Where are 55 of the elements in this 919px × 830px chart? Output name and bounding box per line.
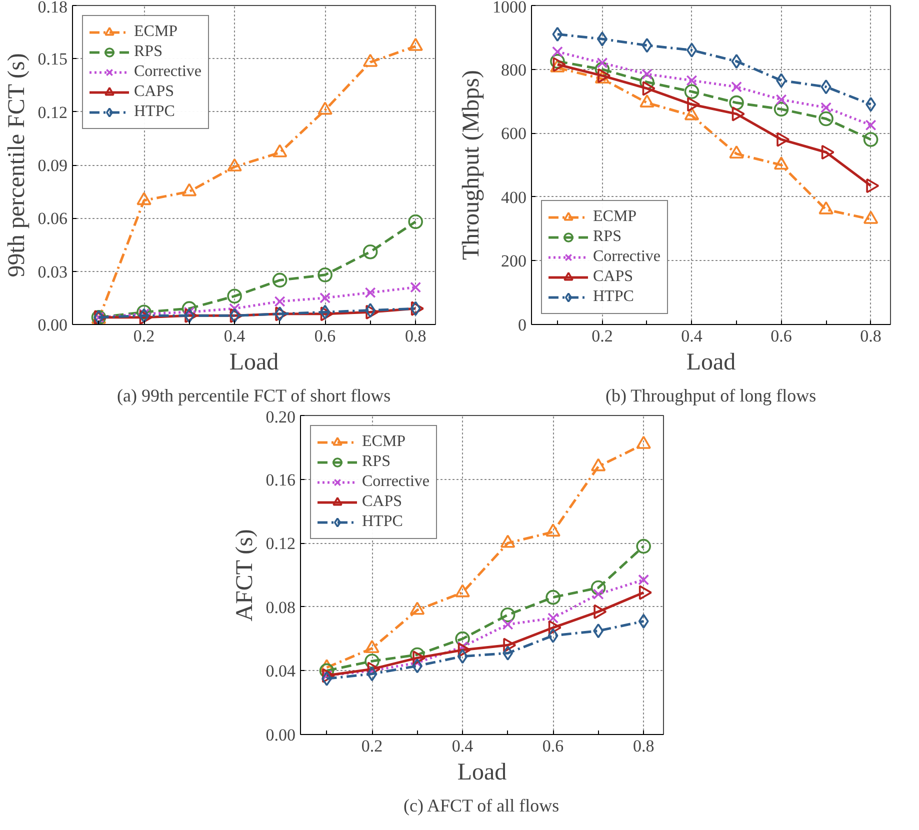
- x-tick-label: 0.4: [681, 326, 703, 346]
- legend-label: ECMP: [134, 23, 178, 41]
- y-tick-label: 0.04: [266, 662, 296, 681]
- y-tick-label: 0.00: [266, 726, 296, 744]
- y-tick-label: 800: [501, 60, 526, 80]
- y-tick-label: 0.03: [38, 262, 68, 282]
- legend-label: ECMP: [593, 208, 637, 226]
- legend-label: HTPC: [134, 103, 175, 121]
- y-tick-label: 0.16: [266, 470, 296, 490]
- text: (a) 99th percentile FCT of short flows: [117, 386, 391, 406]
- x-axis-title: Load: [457, 760, 507, 786]
- text: (c) AFCT of all flows: [404, 796, 560, 816]
- x-tick-label: 0.2: [133, 326, 155, 346]
- x-tick-label: 0.6: [770, 326, 792, 346]
- x-tick-label: 0.4: [452, 736, 474, 756]
- text: (b) Throughput of long flows: [606, 386, 816, 406]
- x-tick-label: 0.2: [592, 326, 613, 346]
- y-tick-label: 600: [501, 124, 526, 144]
- legend-label: HTPC: [593, 288, 634, 306]
- legend-label: CAPS: [362, 493, 402, 511]
- y-axis-title: 99th percentile FCT (s): [4, 53, 30, 278]
- x-tick-label: 0.6: [314, 326, 336, 346]
- y-tick-label: 0.08: [266, 598, 296, 617]
- legend-label: CAPS: [134, 83, 174, 101]
- y-tick-label: 200: [501, 252, 526, 271]
- legend-label: Corrective: [134, 63, 202, 81]
- legend-label: RPS: [134, 43, 162, 61]
- y-tick-label: 0.06: [38, 209, 68, 228]
- y-tick-label: 0.18: [38, 0, 68, 16]
- y-tick-label: 400: [501, 188, 526, 207]
- legend-label: HTPC: [362, 513, 403, 531]
- x-tick-label: 0.6: [542, 736, 564, 756]
- x-axis-title: Load: [686, 350, 736, 376]
- x-axis-title: Load: [229, 350, 279, 376]
- x-tick-label: 0.8: [632, 736, 654, 756]
- y-tick-label: 0.12: [38, 102, 68, 122]
- y-tick-label: 1000: [492, 0, 526, 16]
- x-tick-label: 0.8: [404, 326, 426, 346]
- y-tick-label: 0.00: [38, 316, 68, 334]
- y-axis-title: Throughput (Mbps): [458, 70, 484, 260]
- legend-label: Corrective: [362, 473, 430, 491]
- legend-label: RPS: [362, 453, 390, 471]
- y-tick-label: 0: [518, 316, 526, 334]
- x-tick-label: 0.2: [361, 736, 383, 756]
- x-tick-label: 0.8: [860, 326, 882, 346]
- legend-label: RPS: [593, 228, 622, 246]
- legend-label: CAPS: [593, 268, 634, 286]
- x-tick-label: 0.4: [224, 326, 246, 346]
- y-tick-label: 0.20: [266, 408, 296, 426]
- legend-label: Corrective: [593, 248, 661, 266]
- legend-label: ECMP: [362, 433, 406, 451]
- y-axis-title: AFCT (s): [232, 529, 258, 622]
- y-tick-label: 0.09: [38, 156, 68, 175]
- y-tick-label: 0.15: [38, 50, 68, 69]
- y-tick-label: 0.12: [266, 534, 296, 554]
